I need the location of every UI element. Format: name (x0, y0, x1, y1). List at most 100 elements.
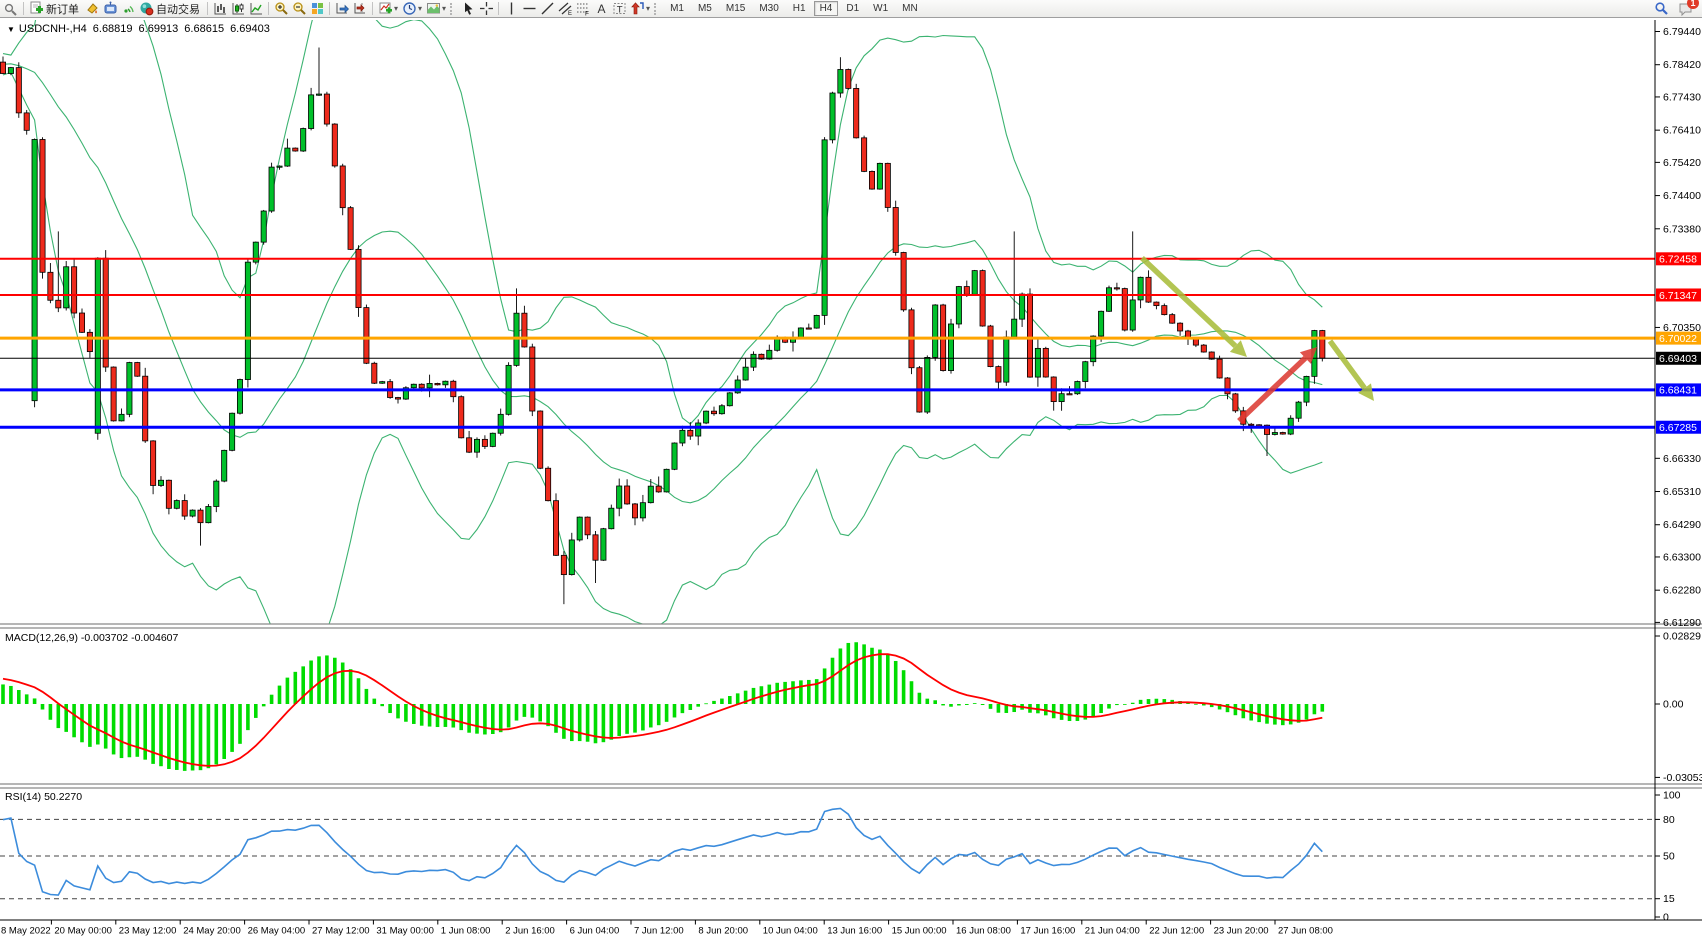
tab-w1[interactable]: W1 (873, 3, 889, 14)
candle-down[interactable] (1121, 288, 1128, 331)
candlestick-chart-type-icon[interactable] (229, 1, 247, 17)
tab-m30[interactable]: M30 (759, 3, 779, 14)
candle-down[interactable] (884, 162, 891, 208)
crosshair-icon[interactable] (477, 1, 495, 17)
candle-down[interactable] (481, 438, 488, 447)
trend-arrow-down-1[interactable] (1140, 255, 1247, 357)
candle-up[interactable] (1098, 310, 1105, 337)
candle-down[interactable] (592, 534, 599, 561)
candle-down[interactable] (1232, 393, 1239, 412)
candle-up[interactable] (473, 438, 480, 453)
candle-down[interactable] (197, 509, 204, 524)
new-order-icon[interactable] (27, 1, 45, 17)
candle-up[interactable] (1271, 432, 1278, 435)
candle-down[interactable] (1216, 358, 1223, 379)
macd-panel[interactable] (1, 642, 1325, 771)
notifications-chat-icon[interactable]: 1 (1676, 0, 1699, 17)
collapse-triangle-icon[interactable]: ▼ (7, 25, 15, 34)
trendline-tool-icon[interactable] (538, 1, 556, 17)
candle-down[interactable] (292, 147, 299, 152)
autotrading-icon[interactable] (137, 1, 155, 17)
tab-d1[interactable]: D1 (846, 3, 860, 14)
candle-down[interactable] (845, 69, 852, 89)
indicators-icon[interactable] (376, 1, 394, 17)
horizontal-line-tool-icon[interactable] (520, 1, 538, 17)
candle-up[interactable] (315, 93, 322, 96)
candle-down[interactable] (1169, 314, 1176, 324)
candle-down[interactable] (537, 410, 544, 469)
symbol-ohlc-header[interactable]: ▼ USDCNH-,H4 6.68819 6.69913 6.68615 6.69403 (7, 23, 276, 35)
candle-down[interactable] (102, 257, 109, 368)
candle-up[interactable] (379, 381, 386, 384)
candle-down[interactable] (1145, 276, 1152, 303)
candle-down[interactable] (545, 467, 552, 502)
vertical-line-tool-icon[interactable] (502, 1, 520, 17)
candle-down[interactable] (15, 67, 22, 114)
candle-up[interactable] (1074, 381, 1081, 395)
candle-down[interactable] (363, 307, 370, 364)
new-order-label[interactable]: 新订单 (46, 3, 79, 16)
candle-up[interactable] (205, 506, 212, 524)
fibonacci-tool-icon[interactable]: F (574, 1, 592, 17)
candlesticks[interactable] (0, 47, 1326, 605)
candle-up[interactable] (284, 147, 291, 167)
candle-up[interactable] (671, 442, 678, 470)
candle-up[interactable] (410, 383, 417, 389)
candle-up[interactable] (442, 380, 449, 386)
candle-up[interactable] (1034, 347, 1041, 378)
candle-down[interactable] (900, 252, 907, 311)
candle-down[interactable] (458, 396, 465, 439)
rsi-panel[interactable] (0, 807, 1655, 900)
candle-down[interactable] (339, 165, 346, 209)
candle-down[interactable] (1319, 330, 1326, 359)
candle-up[interactable] (932, 304, 939, 358)
candle-up[interactable] (703, 410, 710, 424)
search-icon[interactable] (1652, 1, 1670, 17)
periods-clock-icon[interactable] (400, 1, 418, 17)
candle-up[interactable] (718, 405, 725, 415)
candle-up[interactable] (260, 210, 267, 243)
ea-robot-icon[interactable] (101, 1, 119, 17)
candle-up[interactable] (766, 349, 773, 360)
toolbar-gripper[interactable] (654, 2, 659, 15)
candle-up[interactable] (157, 479, 164, 486)
candle-down[interactable] (23, 112, 30, 131)
candle-down[interactable] (1192, 338, 1199, 346)
candle-up[interactable] (750, 353, 757, 368)
candle-down[interactable] (632, 503, 639, 519)
candle-down[interactable] (418, 383, 425, 389)
candle-up[interactable] (568, 539, 575, 576)
candle-up[interactable] (647, 485, 654, 504)
trend-arrow-down-2[interactable] (1327, 339, 1374, 401)
candle-up[interactable] (236, 379, 243, 414)
tab-h4[interactable]: H4 (813, 1, 839, 16)
candle-down[interactable] (323, 93, 330, 125)
candle-down[interactable] (1066, 393, 1073, 396)
candle-up[interactable] (837, 69, 844, 94)
candle-down[interactable] (529, 346, 536, 412)
candle-up[interactable] (173, 500, 180, 509)
templates-caret-icon[interactable]: ▾ (442, 4, 447, 13)
candle-down[interactable] (110, 366, 117, 422)
candle-up[interactable] (189, 509, 196, 517)
candle-down[interactable] (331, 123, 338, 167)
text-label-tool-icon[interactable]: T (610, 1, 628, 17)
candle-down[interactable] (181, 500, 188, 517)
candle-down[interactable] (55, 299, 62, 309)
bollinger-middle-band[interactable] (2, 63, 1323, 504)
candle-down[interactable] (150, 440, 157, 486)
candle-up[interactable] (924, 357, 931, 413)
main-price-panel[interactable] (0, 0, 1326, 663)
candle-down[interactable] (521, 312, 528, 348)
candle-down[interactable] (987, 325, 994, 368)
candle-up[interactable] (821, 139, 828, 316)
candle-down[interactable] (758, 353, 765, 360)
candle-down[interactable] (355, 248, 362, 308)
candle-down[interactable] (142, 375, 149, 442)
candle-up[interactable] (213, 480, 220, 507)
candle-down[interactable] (1027, 293, 1034, 378)
candle-up[interactable] (639, 502, 646, 519)
candle-up[interactable] (1137, 276, 1144, 301)
candle-down[interactable] (1279, 432, 1286, 435)
candle-down[interactable] (79, 312, 86, 333)
